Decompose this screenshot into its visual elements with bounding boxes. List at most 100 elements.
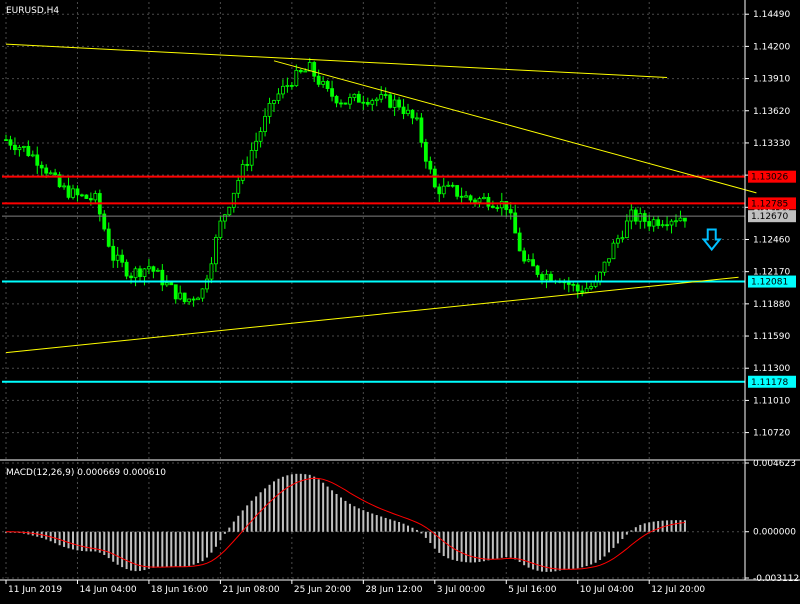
symbol-title: EURUSD,H4: [6, 6, 59, 16]
macd-histogram-bar: [491, 531, 494, 560]
macd-histogram-bar: [89, 531, 92, 552]
price-pane[interactable]: [2, 43, 757, 383]
candle-body: [4, 139, 8, 142]
macd-histogram-bar: [295, 473, 298, 532]
candle-body: [17, 147, 22, 151]
candle-body: [182, 292, 187, 303]
candle-body: [374, 98, 379, 102]
candle-body: [602, 261, 607, 273]
candle-body: [155, 269, 160, 272]
price-tag: [748, 275, 796, 288]
candle-body: [522, 250, 527, 262]
candle-body: [120, 254, 125, 263]
macd-histogram-bar: [348, 503, 351, 532]
macd-histogram-bar: [58, 531, 61, 546]
macd-histogram-bar: [384, 517, 387, 532]
macd-histogram-bar: [268, 484, 271, 532]
price-tick-label: 1.11300: [753, 364, 790, 374]
candle-body: [450, 184, 455, 187]
macd-histogram-bar: [608, 531, 610, 553]
macd-histogram-bar: [643, 523, 646, 532]
macd-histogram-bar: [424, 531, 427, 538]
candle-body: [504, 201, 509, 210]
candle-body: [267, 102, 272, 117]
macd-histogram-bar: [308, 474, 311, 532]
candle-body: [392, 99, 397, 108]
macd-pane[interactable]: [5, 473, 686, 572]
macd-histogram-bar: [223, 531, 226, 534]
candle-body: [517, 232, 522, 252]
trendline: [5, 43, 668, 78]
candle-body: [388, 94, 393, 108]
macd-histogram-bar: [63, 531, 66, 547]
time-tick-label: 3 Jul 00:00: [437, 585, 486, 595]
macd-histogram-bar: [264, 488, 267, 532]
macd-histogram-bar: [648, 522, 651, 532]
macd-histogram-bar: [125, 531, 128, 570]
candle-body: [321, 81, 326, 85]
macd-histogram-bar: [509, 531, 512, 558]
candle-body: [441, 185, 446, 195]
candle-body: [370, 100, 375, 105]
candle-body: [281, 85, 285, 95]
candle-body: [249, 150, 254, 166]
macd-histogram-bar: [152, 531, 155, 568]
macd-histogram-bar: [518, 531, 521, 562]
macd-histogram-bar: [130, 531, 133, 571]
macd-histogram-bar: [581, 531, 584, 568]
macd-histogram-bar: [54, 531, 57, 544]
price-tick-label: 1.13620: [753, 107, 790, 117]
candle-body: [222, 214, 227, 222]
candle-body: [419, 117, 424, 143]
candle-body: [642, 213, 647, 222]
candle-body: [486, 196, 491, 207]
macd-histogram-bar: [554, 531, 557, 572]
price-tick-label: 1.14490: [753, 10, 790, 20]
macd-histogram-bar: [170, 531, 173, 567]
price-tag: [748, 375, 796, 388]
candle-body: [138, 268, 142, 277]
macd-histogram-bar: [590, 531, 593, 565]
candle-body: [540, 274, 544, 281]
price-tick-label: 1.13910: [753, 75, 790, 85]
macd-histogram-bar: [549, 531, 552, 572]
candle-body: [173, 284, 178, 300]
candle-body: [660, 224, 665, 227]
macd-histogram-bar: [460, 531, 463, 562]
candle-body: [669, 220, 674, 226]
macd-histogram-bar: [536, 531, 539, 571]
candle-body: [383, 94, 388, 96]
macd-histogram-bar: [398, 522, 401, 532]
macd-histogram-bar: [326, 486, 329, 532]
candle-body: [187, 298, 192, 303]
macd-histogram-bar: [147, 531, 150, 569]
macd-histogram-bar: [429, 531, 432, 544]
candle-body: [48, 172, 53, 175]
price-tick-label: 1.13330: [753, 139, 790, 149]
macd-histogram-bar: [563, 531, 566, 570]
grid: [2, 2, 745, 579]
macd-histogram-bar: [246, 505, 249, 532]
down-arrow-icon: [701, 228, 722, 252]
macd-histogram-bar: [121, 531, 124, 568]
candle-body: [477, 198, 482, 203]
macd-histogram-bar: [487, 531, 490, 561]
macd-histogram-bar: [134, 531, 137, 572]
macd-histogram-bar: [572, 531, 575, 569]
macd-histogram-bar: [357, 508, 360, 532]
macd-tick-label: -0.003112: [753, 574, 799, 584]
candle-body: [473, 199, 477, 203]
candle-body: [446, 184, 451, 187]
candle-body: [482, 196, 486, 200]
candle-body: [227, 206, 232, 216]
macd-histogram-bar: [183, 531, 186, 567]
candle-body: [508, 209, 513, 214]
macd-histogram-bar: [277, 478, 280, 532]
candle-body: [62, 185, 66, 188]
macd-histogram-bar: [273, 481, 275, 532]
candle-body: [513, 212, 518, 234]
macd-histogram-bar: [201, 531, 204, 562]
candle-body: [147, 266, 151, 270]
